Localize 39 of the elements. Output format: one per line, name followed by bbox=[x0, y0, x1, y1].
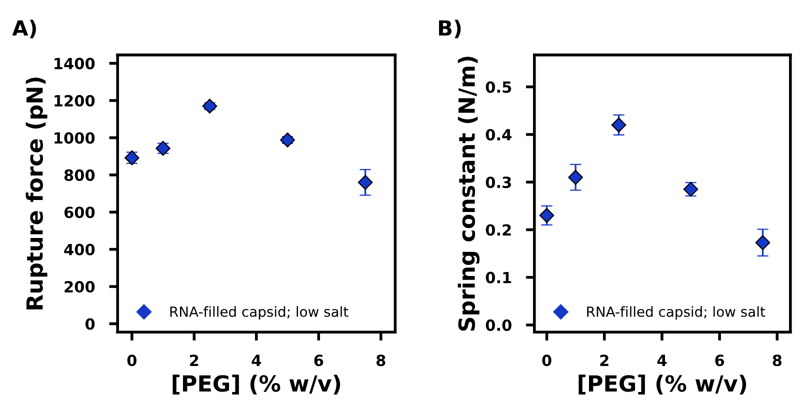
y-tick-label: 800 bbox=[64, 169, 95, 181]
y-tick-label: 0.5 bbox=[486, 81, 512, 93]
y-tick-label: 1200 bbox=[54, 94, 95, 107]
point bbox=[755, 235, 770, 250]
y-tick-label: 0 bbox=[85, 318, 95, 330]
point bbox=[611, 118, 626, 132]
x-axis-title: [PEG] (% w/v) bbox=[172, 374, 340, 394]
y-tick-label: 0.4 bbox=[486, 128, 512, 140]
legend-label: RNA-filled capsid; low salt bbox=[170, 306, 348, 320]
x-tick-label: 2 bbox=[600, 354, 608, 366]
y-tick-label: 0.3 bbox=[486, 176, 511, 188]
point bbox=[539, 208, 554, 223]
x-tick-label: 8 bbox=[376, 354, 386, 366]
point bbox=[358, 174, 373, 190]
y-tick-label: 0.2 bbox=[486, 224, 511, 236]
y-tick-label: 0.0 bbox=[486, 319, 512, 331]
y-axis-title: Rupture force (pN) bbox=[26, 78, 48, 310]
x-tick-label: 2 bbox=[190, 354, 198, 366]
y-tick-label: 1000 bbox=[54, 132, 95, 144]
chart-title: B) bbox=[439, 20, 461, 38]
y-tick-label: 400 bbox=[64, 244, 95, 256]
y-tick-label: 0.1 bbox=[486, 272, 512, 284]
point bbox=[202, 98, 218, 114]
point bbox=[280, 132, 295, 148]
y-tick-label: 600 bbox=[64, 206, 95, 218]
legend-label: RNA-filled capsid; low salt bbox=[587, 306, 766, 320]
chart-title: A) bbox=[12, 20, 36, 38]
x-tick-label: 0 bbox=[127, 354, 136, 366]
x-tick-label: 4 bbox=[657, 354, 667, 366]
x-axis-title: [PEG] (% w/v) bbox=[578, 374, 746, 394]
y-tick-label: 1400 bbox=[54, 58, 95, 70]
x-tick-label: 8 bbox=[772, 354, 782, 366]
x-tick-label: 0 bbox=[542, 354, 552, 366]
point bbox=[568, 170, 584, 185]
x-tick-label: 6 bbox=[715, 354, 724, 366]
x-tick-label: 6 bbox=[314, 354, 324, 366]
x-tick-label: 4 bbox=[252, 354, 262, 366]
y-axis-title: Spring constant (N/m) bbox=[458, 56, 480, 331]
y-tick-label: 200 bbox=[64, 281, 95, 293]
